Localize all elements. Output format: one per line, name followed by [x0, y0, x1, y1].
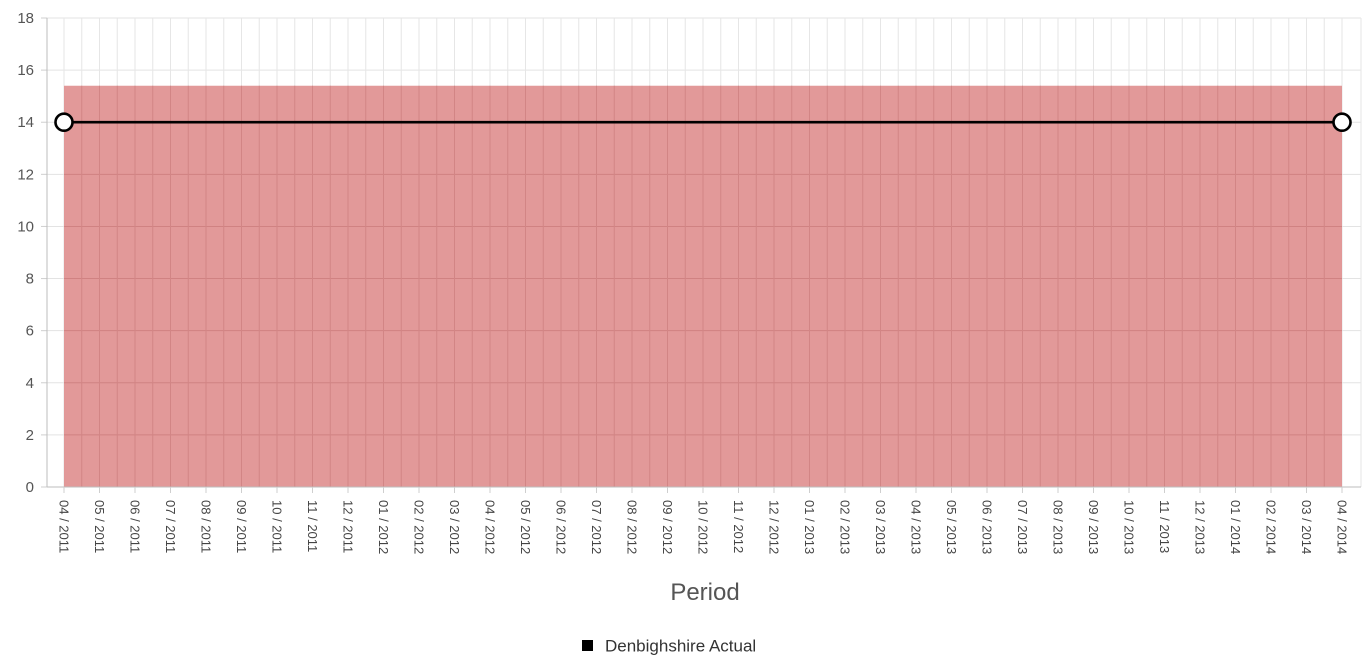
y-tick-label: 2 — [26, 427, 34, 444]
x-tick-label: 07 / 2012 — [589, 500, 604, 554]
x-tick-label: 02 / 2013 — [838, 500, 853, 554]
x-tick-label: 10 / 2011 — [270, 500, 285, 553]
x-tick-label: 09 / 2013 — [1086, 500, 1101, 554]
y-tick-label: 10 — [17, 218, 34, 235]
x-tick-label: 07 / 2013 — [1015, 500, 1030, 554]
x-axis-title: Period — [670, 579, 739, 606]
y-tick-label: 12 — [17, 166, 34, 183]
x-tick-label: 09 / 2011 — [234, 500, 249, 553]
x-tick-label: 12 / 2012 — [767, 500, 782, 554]
x-tick-label: 06 / 2012 — [554, 500, 569, 554]
x-tick-label: 06 / 2011 — [128, 500, 143, 553]
series-point[interactable] — [54, 112, 74, 133]
x-tick-label: 08 / 2012 — [625, 500, 640, 554]
x-tick-label: 12 / 2011 — [341, 500, 356, 553]
y-tick-label: 14 — [17, 114, 34, 131]
x-tick-label: 04 / 2011 — [57, 500, 72, 553]
x-tick-label: 05 / 2013 — [944, 500, 959, 554]
series-point[interactable] — [1332, 112, 1352, 133]
y-tick-label: 6 — [26, 323, 34, 340]
axes — [41, 17, 1361, 493]
x-tick-label: 10 / 2013 — [1122, 500, 1137, 554]
legend[interactable]: Denbighshire Actual — [582, 637, 756, 656]
x-tick-label: 03 / 2013 — [873, 500, 888, 554]
x-tick-label: 02 / 2014 — [1264, 500, 1279, 554]
x-tick-label: 01 / 2012 — [376, 500, 391, 554]
x-tick-label: 09 / 2012 — [660, 500, 675, 554]
x-tick-label: 10 / 2012 — [696, 500, 711, 554]
legend-label: Denbighshire Actual — [605, 637, 756, 656]
x-tick-label: 02 / 2012 — [412, 500, 427, 554]
x-tick-label: 11 / 2011 — [305, 500, 320, 552]
x-tick-label: 05 / 2011 — [92, 500, 107, 553]
legend-swatch — [582, 640, 593, 651]
y-tick-label: 4 — [26, 375, 34, 392]
y-tick-label: 0 — [26, 479, 34, 496]
tick-labels: 0 2 4 6 8 10 12 14 16 18 04 / 2011 05 / 2011 06 / 20… — [17, 10, 1349, 554]
x-tick-label: 04 / 2013 — [909, 500, 924, 554]
x-tick-label: 05 / 2012 — [518, 500, 533, 554]
band-area — [64, 85, 1342, 487]
x-tick-label: 11 / 2012 — [731, 500, 746, 553]
x-tick-label: 03 / 2012 — [447, 500, 462, 554]
x-tick-label: 08 / 2011 — [199, 500, 214, 553]
series — [54, 112, 1352, 133]
x-tick-label: 03 / 2014 — [1299, 500, 1314, 554]
x-tick-label: 12 / 2013 — [1193, 500, 1208, 554]
x-tick-label: 04 / 2014 — [1335, 500, 1350, 554]
y-tick-label: 18 — [17, 10, 34, 27]
x-tick-label: 07 / 2011 — [163, 500, 178, 553]
x-tick-label: 01 / 2014 — [1228, 500, 1243, 554]
x-tick-label: 01 / 2013 — [802, 500, 817, 554]
x-tick-label: 04 / 2012 — [483, 500, 498, 554]
y-tick-label: 8 — [26, 271, 34, 288]
x-tick-label: 08 / 2013 — [1051, 500, 1066, 554]
x-tick-label: 06 / 2013 — [980, 500, 995, 554]
y-tick-label: 16 — [17, 62, 34, 79]
x-tick-label: 11 / 2013 — [1157, 500, 1172, 553]
